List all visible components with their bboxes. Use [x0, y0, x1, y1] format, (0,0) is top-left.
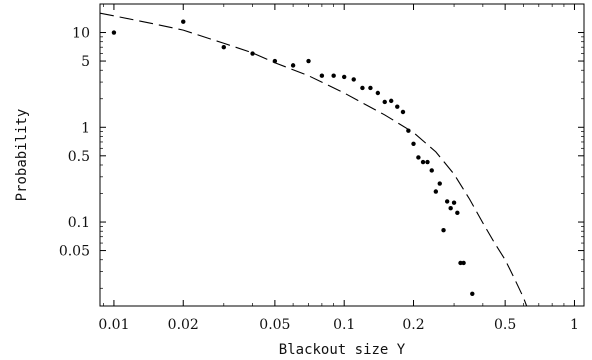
data-point — [441, 228, 446, 233]
y-tick-label: 10 — [72, 26, 90, 42]
data-point — [400, 109, 406, 115]
data-point — [411, 141, 416, 146]
y-tick-label: 0.1 — [68, 215, 90, 231]
data-point — [341, 74, 347, 80]
x-tick-label: 0.5 — [494, 317, 516, 333]
x-axis-label: Blackout size Y — [279, 342, 406, 358]
data-layer — [100, 12, 528, 306]
data-point — [461, 260, 466, 266]
data-point — [420, 159, 426, 165]
y-tick-label: 0.05 — [59, 244, 90, 260]
data-point — [416, 155, 421, 160]
data-point — [395, 104, 400, 109]
ticks — [100, 3, 584, 306]
data-point — [331, 73, 336, 78]
plot-frame — [99, 3, 585, 307]
data-point — [444, 199, 450, 204]
fit-curve-dashed — [100, 12, 528, 306]
y-tick-label: 1 — [81, 120, 90, 136]
x-tick-label: 1 — [570, 317, 579, 333]
data-point — [437, 181, 442, 186]
data-point — [111, 30, 117, 35]
x-tick-label: 0.02 — [168, 317, 199, 333]
data-point — [425, 159, 430, 165]
data-point — [306, 58, 311, 64]
data-point — [470, 291, 475, 296]
data-point — [451, 200, 457, 205]
x-tick-label: 0.01 — [98, 317, 129, 333]
y-tick-label: 0.5 — [68, 149, 90, 165]
y-tick-label: 5 — [81, 54, 90, 70]
data-point — [429, 168, 434, 173]
data-point — [360, 85, 365, 91]
y-axis-label: Probability — [14, 109, 30, 202]
data-point — [181, 19, 186, 24]
data-point — [389, 98, 394, 104]
data-point — [250, 51, 255, 56]
data-point — [319, 73, 325, 78]
data-point — [458, 260, 463, 266]
data-point — [433, 189, 439, 194]
x-tick-label: 0.1 — [333, 317, 355, 333]
data-point — [382, 99, 387, 105]
data-point — [375, 90, 381, 96]
tick-labels: 0.01 0.02 0.05 0.1 0.2 0.5 1 0.05 0.1 0.5 1 5 10 — [59, 26, 579, 333]
data-point — [448, 205, 453, 211]
x-tick-label: 0.2 — [402, 317, 424, 333]
data-point — [455, 210, 460, 216]
data-point — [221, 45, 226, 50]
x-tick-label: 0.05 — [259, 317, 290, 333]
data-point — [351, 77, 356, 82]
data-point — [368, 85, 373, 91]
data-point — [290, 63, 296, 68]
